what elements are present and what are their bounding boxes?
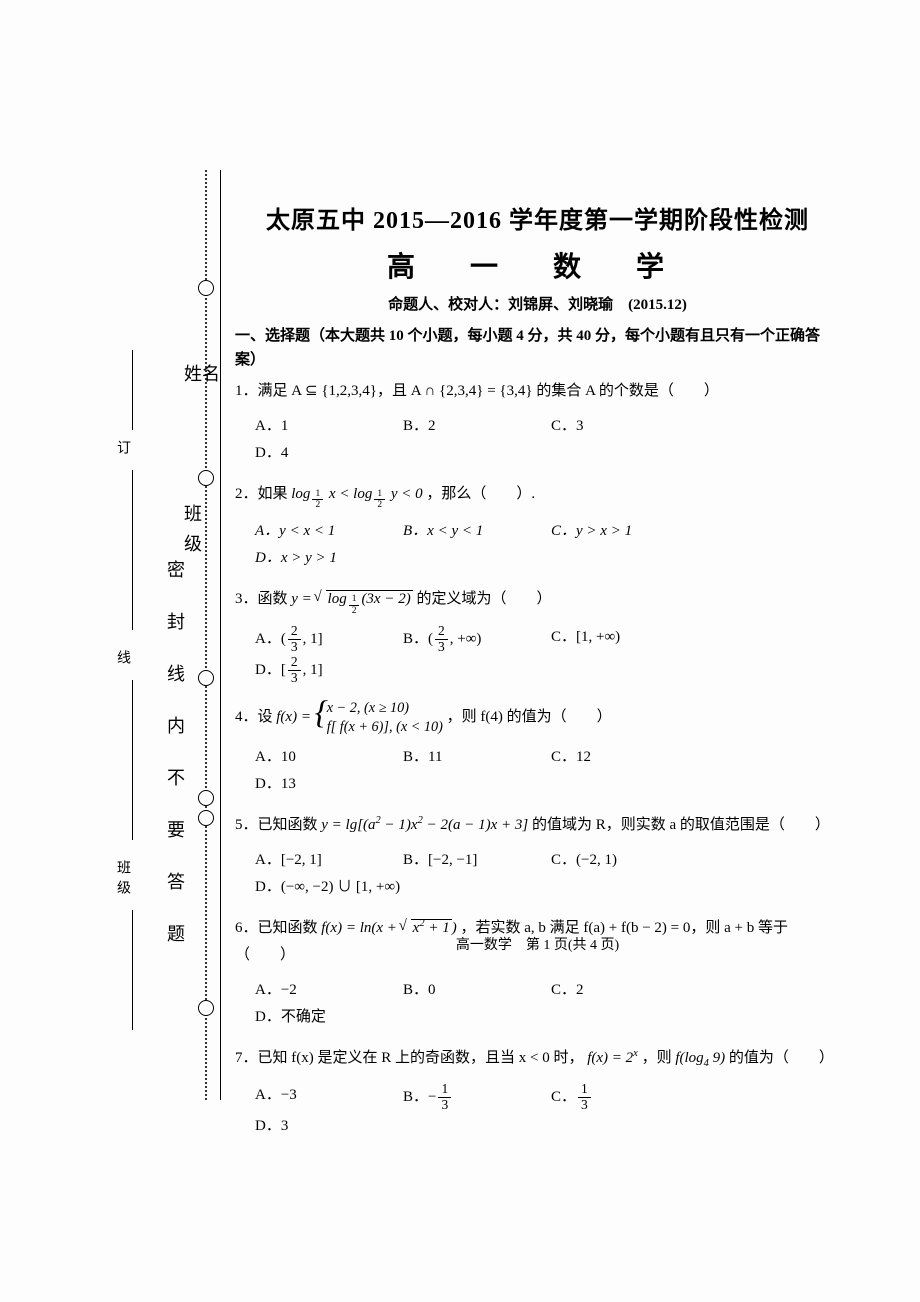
- binding-circle: [198, 470, 214, 486]
- binding-circle: [198, 670, 214, 686]
- question-7: 7．已知 f(x) 是定义在 R 上的奇函数，且当 x < 0 时， f(x) …: [235, 1045, 840, 1074]
- q7-stem-pre: 7．已知 f(x) 是定义在 R 上的奇函数，且当 x < 0 时，: [235, 1050, 583, 1066]
- exam-title: 太原五中 2015—2016 学年度第一学期阶段性检测: [235, 200, 840, 235]
- q5-formula: y = lg[(a2 − 1)x2 − 2(a − 1)x + 3]: [321, 817, 528, 833]
- q1-opt-a: A．1: [255, 413, 395, 440]
- outer-text-mid: 线: [112, 650, 132, 670]
- q3-stem-post: 的定义域为（ ）: [416, 591, 551, 607]
- q5-options: A．[−2, 1] B．[−2, −1] C．(−2, 1) D．(−∞, −2…: [255, 847, 840, 901]
- q4-opt-a: A．10: [255, 744, 395, 771]
- margin-seal-text: 密 封 线 内 不 要 答 题: [162, 560, 188, 950]
- author-line: 命题人、校对人：刘锦屏、刘晓瑜 (2015.12): [235, 293, 840, 314]
- q4-opt-c: C．12: [551, 744, 691, 771]
- q1-opt-c: C．3: [551, 413, 691, 440]
- q7-opt-c: C．13: [551, 1082, 691, 1113]
- exam-page: 订 线 班级 姓名 班 级 密 封 线 内 不 要 答 题 太原五中 2015—…: [0, 0, 920, 1302]
- q7-stem-mid: ，则: [642, 1050, 676, 1066]
- q1-opt-b: B．2: [403, 413, 543, 440]
- q5-stem-post: 的值域为 R，则实数 a 的取值范围是（ ）: [532, 817, 830, 833]
- q2-stem-pre: 2．如果: [235, 486, 291, 502]
- q7-opt-b: B．−13: [403, 1082, 543, 1113]
- content-area: 太原五中 2015—2016 学年度第一学期阶段性检测 高 一 数 学 命题人、…: [235, 200, 840, 1154]
- q3-formula: y = log12(3x − 2): [291, 591, 412, 607]
- q2-stem-post: ，那么（ ）.: [426, 486, 535, 502]
- q4-formula: f(x) = x − 2, (x ≥ 10)f[ f(x + 6)], (x <…: [276, 709, 443, 725]
- binding-circle: [198, 810, 214, 826]
- question-5: 5．已知函数 y = lg[(a2 − 1)x2 − 2(a − 1)x + 3…: [235, 812, 840, 839]
- q7-opt-a: A．−3: [255, 1082, 395, 1113]
- exam-subtitle: 高 一 数 学: [235, 245, 840, 285]
- question-1: 1．满足 A ⊆ {1,2,3,4}，且 A ∩ {2,3,4} = {3,4}…: [235, 378, 840, 405]
- q2-opt-a: A．y < x < 1: [255, 518, 395, 545]
- question-3: 3．函数 y = log12(3x − 2) 的定义域为（ ）: [235, 586, 840, 615]
- q6-opt-d: D．不确定: [255, 1004, 395, 1031]
- q5-opt-c: C．(−2, 1): [551, 847, 691, 874]
- q4-stem-post: ，则 f(4) 的值为（ ）: [447, 709, 612, 725]
- q4-opt-d: D．13: [255, 771, 395, 798]
- q4-stem-pre: 4．设: [235, 709, 276, 725]
- binding-margin: 姓名 班 级 密 封 线 内 不 要 答 题: [130, 170, 220, 1100]
- question-4: 4．设 f(x) = x − 2, (x ≥ 10)f[ f(x + 6)], …: [235, 699, 840, 736]
- margin-label-grade: 级: [184, 530, 202, 556]
- q2-opt-d: D．x > y > 1: [255, 545, 395, 572]
- q3-options: A．(23, 1] B．(23, +∞) C．[1, +∞) D．[23, 1]: [255, 624, 840, 685]
- binding-circle: [198, 280, 214, 296]
- page-footer: 高一数学 第 1 页(共 4 页): [235, 934, 840, 954]
- q3-opt-a: A．(23, 1]: [255, 624, 395, 655]
- outer-text-top: 订: [112, 440, 132, 460]
- q2-options: A．y < x < 1 B．x < y < 1 C．y > x > 1 D．x …: [255, 518, 840, 572]
- q5-stem-pre: 5．已知函数: [235, 817, 321, 833]
- section-heading: 一、选择题（本大题共 10 个小题，每小题 4 分，共 40 分，每个小题有且只…: [235, 324, 840, 372]
- margin-label-name: 姓名: [184, 360, 220, 386]
- q6-opt-b: B．0: [403, 977, 543, 1004]
- q2-opt-c: C．y > x > 1: [551, 518, 691, 545]
- q6-options: A．−2 B．0 C．2 D．不确定: [255, 977, 840, 1031]
- q3-stem-pre: 3．函数: [235, 591, 291, 607]
- outer-text-low: 班级: [112, 860, 132, 900]
- q1-opt-d: D．4: [255, 440, 395, 467]
- q5-opt-d: D．(−∞, −2) ∪ [1, +∞): [255, 874, 435, 901]
- q6-opt-a: A．−2: [255, 977, 395, 1004]
- q1-options: A．1 B．2 C．3 D．4: [255, 413, 840, 467]
- dotted-fold-line: [205, 170, 207, 1100]
- binding-circle: [198, 1000, 214, 1016]
- q7-formula-2: f(log4 9): [675, 1050, 725, 1066]
- q5-opt-b: B．[−2, −1]: [403, 847, 543, 874]
- binding-circle: [198, 790, 214, 806]
- q7-options: A．−3 B．−13 C．13 D．3: [255, 1082, 840, 1140]
- inner-solid-line: [220, 170, 221, 1100]
- q3-opt-b: B．(23, +∞): [403, 624, 543, 655]
- q7-stem-post: 的值为（ ）: [729, 1050, 834, 1066]
- question-2: 2．如果 log12 x < log12 y < 0 ，那么（ ）.: [235, 481, 840, 510]
- q2-opt-b: B．x < y < 1: [403, 518, 543, 545]
- q2-formula: log12 x < log12 y < 0: [291, 486, 422, 502]
- q5-opt-a: A．[−2, 1]: [255, 847, 395, 874]
- q7-formula-1: f(x) = 2x: [587, 1050, 638, 1066]
- q6-opt-c: C．2: [551, 977, 691, 1004]
- q3-opt-d: D．[23, 1]: [255, 655, 395, 686]
- q7-opt-d: D．3: [255, 1113, 395, 1140]
- q4-options: A．10 B．11 C．12 D．13: [255, 744, 840, 798]
- q4-opt-b: B．11: [403, 744, 543, 771]
- q3-opt-c: C．[1, +∞): [551, 624, 691, 655]
- margin-label-class: 班: [184, 500, 202, 526]
